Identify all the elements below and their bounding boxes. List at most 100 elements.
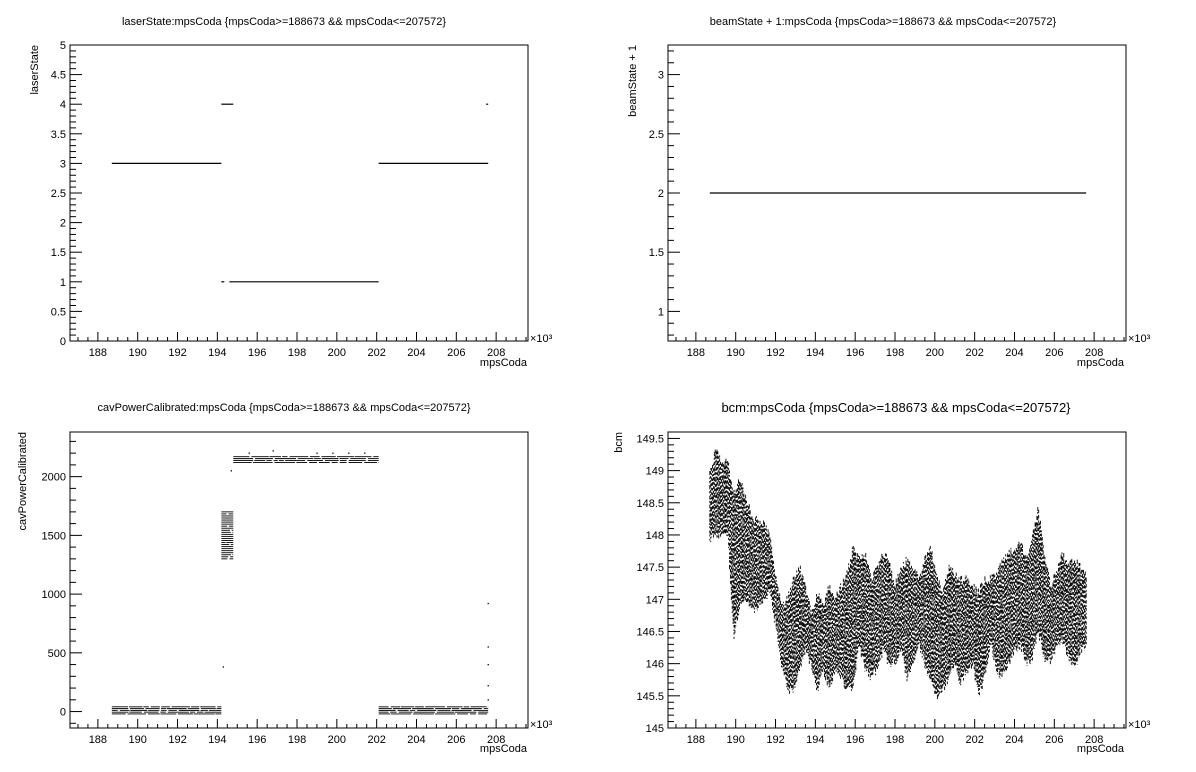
- y-tick-label: 500: [48, 648, 66, 660]
- x-tick-label: 206: [1045, 347, 1063, 359]
- x-tick-label: 194: [208, 734, 226, 746]
- y-tick-label: 3: [658, 70, 664, 82]
- data-band: [221, 511, 234, 560]
- y-axis: 0 0.5 1 1.5 2 2.5 3 3.5 4 4.5 5: [51, 40, 82, 348]
- x-tick-label: 206: [1045, 734, 1063, 746]
- y-tick-label: 1.5: [649, 247, 664, 259]
- x-tick-label: 200: [328, 734, 346, 746]
- x-tick-label: 198: [886, 347, 904, 359]
- x-tick-label: 190: [727, 734, 745, 746]
- laserstate-panel: laserState:mpsCoda {mpsCoda>=188673 && m…: [29, 16, 553, 369]
- y-tick-label: 146: [646, 659, 664, 671]
- beamstate-panel: beamState + 1:mpsCoda {mpsCoda>=188673 &…: [627, 16, 1151, 369]
- chart-title: beamState + 1:mpsCoda {mpsCoda>=188673 &…: [710, 16, 1057, 28]
- data-marks: [111, 103, 489, 283]
- x-tick-label: 208: [487, 734, 505, 746]
- plot-frame: [69, 44, 529, 342]
- y-tick-label: 148.5: [636, 498, 664, 510]
- data-point: [364, 452, 366, 454]
- y-tick-label: 4: [60, 99, 66, 111]
- data-point: [332, 452, 334, 454]
- chart-title: bcm:mpsCoda {mpsCoda>=188673 && mpsCoda<…: [721, 400, 1071, 415]
- y-axis: 0 500 1000 1500 2000: [42, 440, 82, 724]
- x-tick-label: 194: [208, 347, 226, 359]
- x-tick-label: 192: [766, 347, 784, 359]
- x-tick-label: 206: [447, 734, 465, 746]
- chart-title: laserState:mpsCoda {mpsCoda>=188673 && m…: [122, 16, 446, 28]
- x-tick-label: 208: [1085, 347, 1103, 359]
- y-tick-label: 146.5: [636, 626, 664, 638]
- x-tick-label: 202: [367, 734, 385, 746]
- x-tick-label: 208: [1085, 734, 1103, 746]
- y-tick-label: 1.5: [51, 247, 66, 259]
- y-tick-label: 147.5: [636, 562, 664, 574]
- x-tick-label: 196: [846, 734, 864, 746]
- x-tick-label: 198: [288, 347, 306, 359]
- y-tick-label: 0: [60, 707, 66, 719]
- y-tick-label: 145: [646, 723, 664, 735]
- x-tick-label: 188: [687, 734, 705, 746]
- data-band: [233, 456, 379, 463]
- bcm-panel: bcm:mpsCoda {mpsCoda>=188673 && mpsCoda<…: [613, 400, 1151, 755]
- x-tick-label: 208: [487, 347, 505, 359]
- x-tick-label: 204: [1005, 734, 1023, 746]
- data-point: [348, 452, 350, 454]
- data-point: [222, 666, 225, 668]
- x-tick-label: 200: [926, 734, 944, 746]
- x-tick-label: 190: [129, 734, 147, 746]
- y-axis-label: beamState + 1: [627, 45, 639, 117]
- y-tick-label: 0: [60, 336, 66, 348]
- data-point: [272, 450, 274, 452]
- y-tick-label: 4.5: [51, 70, 66, 82]
- data-point: [487, 685, 489, 687]
- x-tick-label: 202: [367, 347, 385, 359]
- y-tick-label: 1000: [42, 589, 66, 601]
- x-axis: 188 190 192 194 196 198 200 202 204 206 208: [675, 332, 1125, 359]
- x-tick-label: 188: [89, 347, 107, 359]
- y-tick-label: 1: [658, 306, 664, 318]
- y-tick-label: 149.5: [636, 433, 664, 445]
- data-marks: [709, 449, 1087, 699]
- x-tick-label: 204: [407, 347, 425, 359]
- y-tick-label: 2: [60, 218, 66, 230]
- x-axis: 188 190 192 194 196 198 200 202 204 206 208: [77, 719, 527, 746]
- x-axis-label: mpsCoda: [1077, 357, 1125, 369]
- y-tick-label: 148: [646, 530, 664, 542]
- x-tick-label: 196: [846, 347, 864, 359]
- y-tick-label: 3.5: [51, 129, 66, 141]
- y-tick-label: 145.5: [636, 691, 664, 703]
- data-point: [487, 602, 489, 605]
- x-tick-label: 200: [328, 347, 346, 359]
- x-axis-label: mpsCoda: [480, 357, 528, 369]
- data-point: [487, 646, 489, 648]
- x-tick-label: 192: [168, 347, 186, 359]
- y-tick-label: 2.5: [51, 188, 66, 200]
- y-tick-label: 2000: [42, 472, 66, 484]
- x-tick-label: 190: [727, 347, 745, 359]
- y-tick-label: 5: [60, 40, 66, 52]
- x-axis-label: mpsCoda: [480, 743, 528, 755]
- x-tick-label: 194: [806, 347, 824, 359]
- x-tick-label: 198: [288, 734, 306, 746]
- y-tick-label: 2.5: [649, 129, 664, 141]
- x-axis: 188 190 192 194 196 198 200 202 204 206 208: [675, 719, 1125, 746]
- y-tick-label: 3: [60, 158, 66, 170]
- y-axis-label: cavPowerCalibrated: [17, 432, 29, 530]
- data-marks: [111, 450, 489, 715]
- x-tick-label: 188: [89, 734, 107, 746]
- x-tick-label: 206: [447, 347, 465, 359]
- x-tick-label: 202: [965, 734, 983, 746]
- data-point: [230, 470, 232, 472]
- data-band: [378, 706, 489, 715]
- x-unit-label: ×10³: [530, 333, 553, 345]
- x-tick-label: 192: [766, 734, 784, 746]
- data-point: [316, 452, 318, 454]
- x-axis: 188 190 192 194 196 198 200 202 204 206 208: [77, 332, 527, 359]
- x-tick-label: 190: [129, 347, 147, 359]
- x-tick-label: 196: [248, 734, 266, 746]
- x-unit-label: ×10³: [530, 719, 553, 731]
- x-tick-label: 200: [926, 347, 944, 359]
- data-point: [487, 699, 489, 701]
- plot-frame: [69, 431, 529, 729]
